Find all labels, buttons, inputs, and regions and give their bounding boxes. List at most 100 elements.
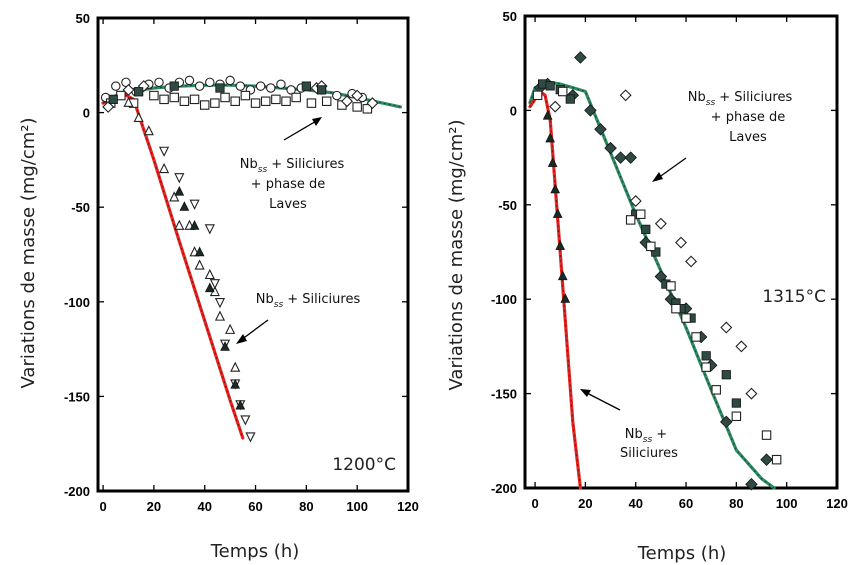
laves-open-square-point: [230, 96, 240, 106]
si-up-triangle-point: [214, 310, 226, 321]
laves-open-square-point: [711, 385, 721, 395]
laves-open-square-point: [291, 92, 301, 103]
laves-open-square-point: [271, 94, 281, 105]
laves-open-square-point: [321, 96, 332, 106]
x-tick-label: 60: [248, 499, 262, 514]
axis-ticks: [525, 15, 838, 489]
data-markers: [532, 51, 782, 491]
laves-open-circle-point: [266, 83, 276, 93]
annotation-laves: Nbss + Siliciures + phase de Laves: [240, 117, 345, 212]
si-down-triangle-point: [204, 224, 215, 235]
anno-suffix: + Siliciures: [715, 90, 792, 105]
laves-open-diamond-point: [735, 340, 748, 353]
y-tick-label: -200: [491, 481, 517, 496]
si-filled-triangle-point: [179, 201, 190, 211]
laves-open-diamond-point: [619, 89, 632, 102]
laves-open-circle-point: [154, 77, 164, 88]
laves-filled-diamond-point: [720, 415, 733, 429]
x-tick-label: 40: [197, 499, 211, 514]
x-tick-label: 80: [299, 499, 313, 514]
si-up-triangle-point: [230, 361, 241, 372]
y-axis-label: Variations de masse (mg/cm²): [446, 119, 467, 390]
anno-subscript: ss: [274, 300, 284, 310]
laves-open-square-point: [199, 100, 210, 110]
x-tick-label: 80: [729, 496, 743, 511]
laves-open-square-point: [352, 102, 362, 112]
laves-open-diamond-point: [102, 100, 115, 113]
anno-prefix: Nb: [688, 90, 706, 105]
laves-filled-square-point: [538, 79, 548, 89]
si-up-triangle-point: [123, 96, 134, 107]
laves-open-square-point: [210, 98, 220, 108]
laves-open-square-point: [189, 94, 200, 105]
anno-subscript: ss: [643, 435, 653, 445]
si-filled-triangle-point: [230, 378, 241, 389]
laves-filled-square-point: [721, 370, 731, 380]
laves-open-square-point: [691, 332, 701, 342]
si-up-triangle-point: [174, 219, 185, 230]
laves-filled-diamond-point: [745, 477, 758, 491]
x-axis-label: Temps (h): [637, 543, 727, 564]
laves-filled-square-point: [545, 81, 555, 91]
y-tick-label: -100: [491, 292, 517, 307]
laves-open-square-point: [149, 90, 159, 101]
y-axis-label: Variations de masse (mg/cm²): [18, 117, 39, 388]
si-up-triangle-point: [225, 323, 236, 334]
arrow-icon: [652, 157, 687, 182]
laves-open-diamond-point: [366, 97, 379, 110]
laves-open-square-point: [771, 454, 782, 465]
x-tick-label: 120: [826, 496, 848, 511]
svg-text:Nbss + Siliciures: Nbss + Siliciures: [688, 90, 793, 108]
svg-text:Nbss + Siliciures: Nbss + Siliciures: [240, 157, 345, 175]
y-tick-label: 50: [76, 11, 90, 26]
laves-open-circle-point: [111, 81, 121, 91]
laves-filled-square-point: [169, 81, 179, 91]
laves-open-circle-point: [225, 75, 235, 86]
laves-open-square-point: [646, 241, 656, 252]
laves-filled-square-point: [641, 224, 651, 234]
laves-open-diamond-point: [685, 255, 698, 268]
laves-open-square-point: [701, 362, 711, 372]
laves-filled-diamond-point: [614, 151, 627, 164]
anno-suffix: + Siliciures: [283, 292, 360, 307]
laves-open-square-point: [671, 303, 681, 314]
laves-filled-square-point: [301, 81, 311, 91]
laves-open-circle-point: [255, 81, 266, 91]
laves-filled-diamond-point: [654, 270, 668, 283]
y-tick-label: -50: [498, 198, 517, 213]
si-filled-triangle-point: [204, 282, 215, 293]
annotation-siliciures: Nbss + Siliciures: [580, 389, 678, 461]
laves-open-circle-point: [286, 85, 296, 95]
y-tick-label: 0: [83, 106, 90, 121]
laves-open-circle-point: [276, 79, 286, 89]
laves-open-square-point: [116, 90, 126, 101]
chart-panel-1315: 0 20 40 60 80 100 120 50 0 -50 -100 -150 -200 Temps …: [446, 9, 848, 564]
si-up-triangle-point: [169, 191, 180, 202]
x-tick-label: 0: [99, 499, 106, 514]
y-tick-label: 0: [510, 103, 517, 118]
laves-open-square-point: [731, 411, 742, 422]
laves-open-circle-point: [184, 75, 195, 86]
si-filled-triangle-point: [560, 293, 571, 303]
temperature-label: 1200°C: [332, 455, 396, 475]
x-tick-label: 100: [346, 499, 368, 514]
annotation-laves: Nbss + Siliciures + phase de Laves: [652, 90, 792, 182]
si-filled-triangle-point: [220, 341, 230, 351]
anno-line2: Siliciures: [620, 446, 678, 461]
x-tick-label: 100: [776, 496, 798, 511]
laves-open-square-point: [557, 86, 568, 97]
laves-open-square-point: [240, 90, 251, 101]
laves-open-diamond-point: [629, 195, 642, 208]
anno-subscript: ss: [258, 165, 268, 175]
laves-filled-diamond-point: [760, 453, 773, 466]
si-down-triangle-point: [209, 279, 220, 290]
anno-line2: + phase de: [251, 177, 326, 192]
si-up-triangle-point: [204, 268, 215, 280]
x-tick-label: 60: [679, 496, 693, 511]
laves-open-square-point: [666, 281, 676, 291]
si-filled-triangle-point: [174, 185, 185, 196]
laves-open-diamond-point: [675, 236, 687, 249]
anno-prefix: Nb: [625, 427, 643, 442]
y-tick-label: -150: [491, 387, 517, 402]
